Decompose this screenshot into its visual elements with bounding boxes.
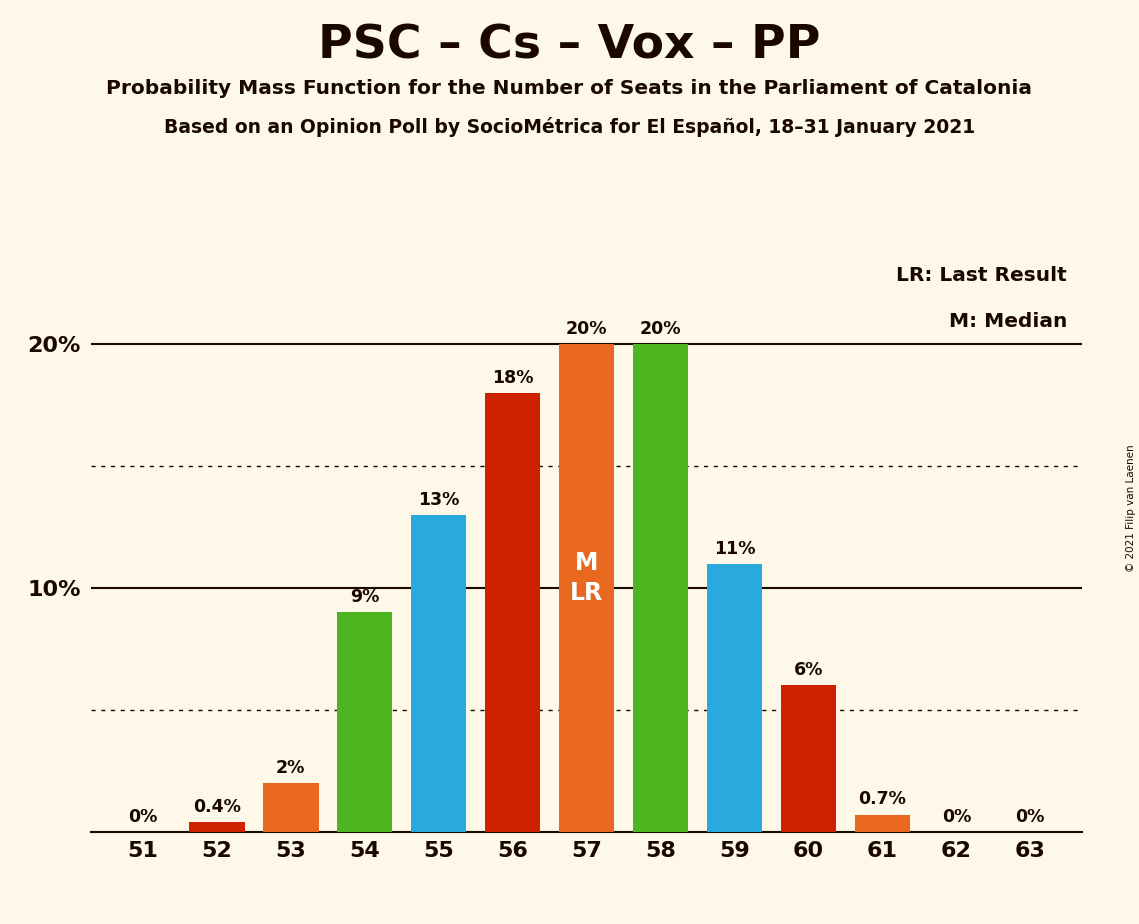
- Text: 9%: 9%: [350, 589, 379, 606]
- Bar: [485, 393, 540, 832]
- Text: 20%: 20%: [640, 321, 681, 338]
- Text: Probability Mass Function for the Number of Seats in the Parliament of Catalonia: Probability Mass Function for the Number…: [107, 79, 1032, 98]
- Text: 2%: 2%: [276, 759, 305, 777]
- Text: M
LR: M LR: [570, 552, 604, 605]
- Bar: [707, 564, 762, 832]
- Text: 0%: 0%: [1016, 808, 1044, 825]
- Bar: [337, 613, 393, 832]
- Bar: [263, 783, 319, 832]
- Bar: [189, 821, 245, 832]
- Text: 18%: 18%: [492, 369, 533, 387]
- Text: Based on an Opinion Poll by SocioMétrica for El Español, 18–31 January 2021: Based on an Opinion Poll by SocioMétrica…: [164, 117, 975, 138]
- Text: © 2021 Filip van Laenen: © 2021 Filip van Laenen: [1126, 444, 1136, 572]
- Text: PSC – Cs – Vox – PP: PSC – Cs – Vox – PP: [318, 23, 821, 68]
- Text: 0.4%: 0.4%: [192, 797, 240, 816]
- Bar: [411, 515, 466, 832]
- Text: 0%: 0%: [129, 808, 157, 825]
- Text: 20%: 20%: [566, 321, 607, 338]
- Text: 0.7%: 0.7%: [859, 790, 907, 808]
- Text: 13%: 13%: [418, 491, 459, 509]
- Bar: [633, 345, 688, 832]
- Bar: [559, 345, 614, 832]
- Text: 0%: 0%: [942, 808, 972, 825]
- Bar: [780, 686, 836, 832]
- Text: 6%: 6%: [794, 662, 823, 679]
- Text: M: Median: M: Median: [949, 311, 1067, 331]
- Bar: [854, 815, 910, 832]
- Text: 11%: 11%: [714, 540, 755, 557]
- Text: LR: Last Result: LR: Last Result: [896, 266, 1067, 285]
